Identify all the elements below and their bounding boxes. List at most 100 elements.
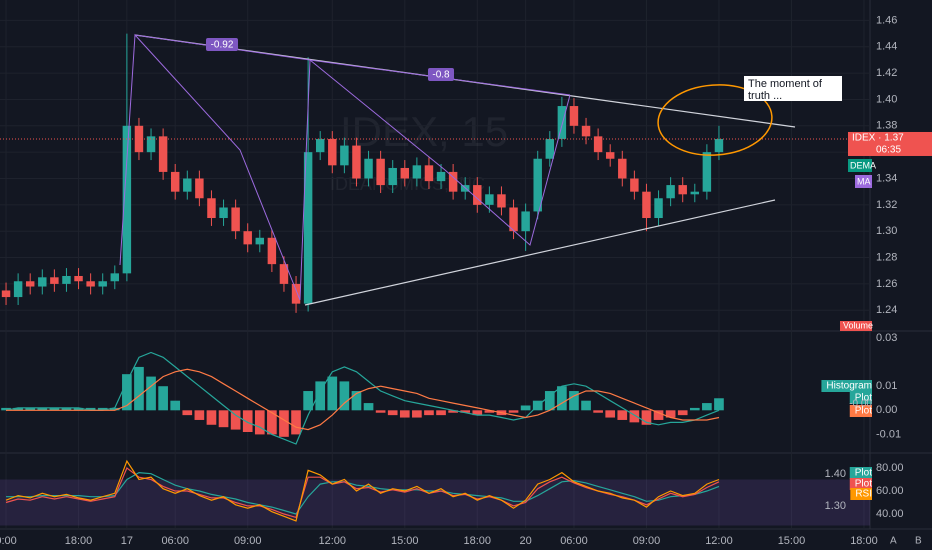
y-tick-label: 1.32 bbox=[876, 199, 897, 211]
candle-body bbox=[110, 273, 120, 282]
histogram-bar bbox=[97, 407, 108, 411]
side-label-text: Plot bbox=[855, 468, 872, 479]
candle-body bbox=[678, 185, 687, 195]
side-label-text: Plot bbox=[855, 393, 872, 404]
y-tick-label: 1.34 bbox=[876, 172, 897, 184]
y-tick-label: -0.01 bbox=[876, 428, 901, 440]
x-tick-label: 15:00 bbox=[778, 535, 806, 547]
histogram-bar bbox=[436, 410, 446, 416]
candle-body bbox=[86, 281, 95, 287]
candle-body bbox=[98, 281, 107, 287]
side-label: RSI bbox=[850, 488, 872, 500]
histogram-bar bbox=[1, 407, 11, 411]
trend-line bbox=[304, 199, 776, 306]
label-bg bbox=[428, 68, 454, 81]
x-tick-label: 17 bbox=[121, 535, 133, 547]
volume-label: Volume bbox=[843, 320, 873, 330]
x-tick-label: 15:00 bbox=[391, 535, 419, 547]
histogram-bar bbox=[279, 410, 289, 437]
candle-body bbox=[340, 145, 349, 166]
candle-body bbox=[352, 145, 361, 179]
histogram-bar bbox=[327, 376, 338, 411]
candle-body bbox=[630, 178, 639, 192]
candle-body bbox=[207, 198, 216, 219]
y-tick-label: 1.40 bbox=[876, 93, 897, 105]
histogram-bar bbox=[484, 410, 495, 413]
histogram-bar bbox=[641, 410, 652, 425]
candle-body bbox=[243, 231, 252, 245]
histogram-bar bbox=[520, 405, 531, 411]
marks-layer: IDEX · 1.3706:35DEMAMAVolumeHistogramPlo… bbox=[0, 33, 932, 522]
histogram-bar bbox=[629, 410, 640, 423]
histogram-bar bbox=[230, 410, 241, 430]
candle-body bbox=[146, 136, 156, 153]
histogram-bar bbox=[424, 410, 434, 416]
histogram-bar bbox=[206, 410, 217, 425]
note-box bbox=[744, 76, 842, 101]
histogram-bar bbox=[254, 410, 265, 435]
candle-body bbox=[1, 290, 11, 298]
candle-body bbox=[219, 207, 228, 219]
candle-body bbox=[557, 106, 567, 139]
rsi-band bbox=[0, 479, 870, 526]
candle-body bbox=[25, 281, 35, 287]
candle-body bbox=[62, 275, 71, 284]
y-tick-label: 1.24 bbox=[876, 304, 897, 316]
y-tick-label: 60.00 bbox=[876, 485, 904, 497]
x-tick-label: 18:00 bbox=[65, 535, 93, 547]
histogram-bar bbox=[158, 386, 168, 411]
x-tick-label: 06:00 bbox=[560, 535, 588, 547]
side-label-bg bbox=[821, 380, 872, 392]
histogram-bar bbox=[472, 410, 483, 416]
candle-body bbox=[376, 158, 385, 186]
histogram-bar bbox=[653, 410, 664, 420]
x-tick-label: 12:00 bbox=[319, 535, 347, 547]
histogram-bar bbox=[689, 407, 700, 411]
side-label-text: Histogram bbox=[826, 381, 872, 392]
price-label-bg bbox=[848, 131, 932, 156]
candle-body bbox=[666, 185, 675, 199]
note-text: The moment of truth ... bbox=[748, 78, 822, 101]
y-tick-label: 0.00 bbox=[876, 404, 897, 416]
histogram-bar bbox=[170, 400, 181, 411]
histogram-bar bbox=[242, 410, 253, 432]
candle-body bbox=[581, 125, 591, 137]
candle-body bbox=[569, 106, 579, 126]
side-label-bg bbox=[849, 467, 872, 479]
histogram-bar bbox=[61, 407, 72, 411]
histogram-bar bbox=[339, 381, 350, 411]
histogram-bar bbox=[315, 381, 326, 411]
candle-body bbox=[364, 158, 373, 179]
rsi-line bbox=[6, 471, 720, 515]
highlight-ellipse bbox=[657, 84, 773, 156]
histogram-bar bbox=[351, 391, 362, 411]
watermark: IDEX, 15 bbox=[340, 108, 508, 155]
y-tick-label: 40.00 bbox=[876, 508, 904, 520]
trend-label: -0.92 bbox=[211, 40, 234, 51]
histogram-bar bbox=[399, 410, 410, 418]
candle-body bbox=[50, 277, 59, 284]
side-label-bg bbox=[849, 392, 872, 404]
side-label-text: Plot bbox=[855, 479, 872, 490]
y-tick-label: 1.30 bbox=[876, 225, 897, 237]
candle-body bbox=[122, 125, 132, 274]
candle-body bbox=[605, 152, 615, 159]
trend-label: -0.8 bbox=[432, 70, 450, 81]
histogram-bar bbox=[37, 407, 48, 411]
histogram-bar bbox=[460, 410, 471, 413]
candle-body bbox=[170, 171, 180, 192]
side-label: Plot bbox=[849, 392, 872, 404]
histogram-bar bbox=[581, 400, 591, 411]
candle-body bbox=[255, 237, 265, 245]
candle-body bbox=[231, 207, 240, 232]
side-label-bg bbox=[849, 478, 872, 490]
candle-body bbox=[291, 283, 301, 304]
histogram-bar bbox=[25, 407, 36, 411]
histogram-bar bbox=[218, 410, 229, 428]
y-tick-label: 1.42 bbox=[876, 67, 897, 79]
histogram-bar bbox=[714, 398, 724, 411]
candle-body bbox=[521, 211, 530, 232]
histogram-bar bbox=[665, 410, 676, 418]
candle-body bbox=[195, 178, 204, 199]
